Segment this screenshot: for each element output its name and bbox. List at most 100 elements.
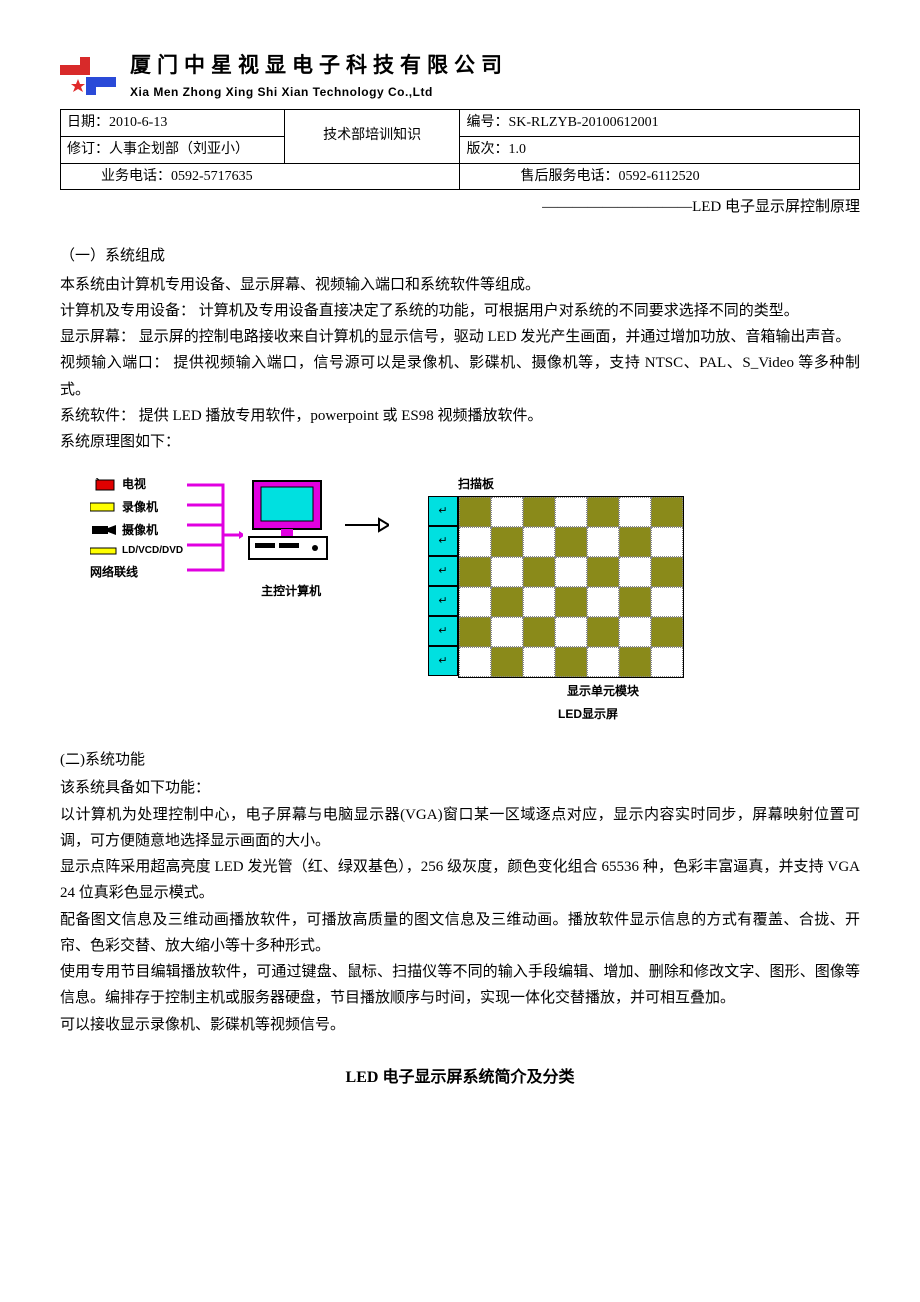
led-module-cell — [587, 497, 619, 527]
led-module-cell — [523, 587, 555, 617]
led-module-cell — [587, 527, 619, 557]
sec1-p1: 本系统由计算机专用设备、显示屏幕、视频输入端口和系统软件等组成。 — [60, 272, 860, 298]
system-diagram: 电视 录像机 摄像机 — [90, 475, 860, 723]
led-module-cell — [555, 617, 587, 647]
company-name-cn: 厦门中星视显电子科技有限公司 — [130, 50, 860, 83]
sec2-p3: 显示点阵采用超高亮度 LED 发光管（红、绿双基色），256 级灰度，颜色变化组… — [60, 854, 860, 907]
doc-info-table: 日期：2010-6-13 技术部培训知识 编号：SK-RLZYB-2010061… — [60, 109, 860, 190]
src-vcr: 录像机 — [90, 498, 183, 517]
sec2-p4: 配备图文信息及三维动画播放软件，可播放高质量的图文信息及三维动画。播放软件显示信… — [60, 907, 860, 960]
led-module-cell — [555, 557, 587, 587]
camera-icon — [90, 523, 118, 537]
led-module-cell — [523, 557, 555, 587]
bracket-lines — [183, 475, 243, 595]
src-disc: LD/VCD/DVD — [90, 543, 183, 559]
date-cell: 日期：2010-6-13 — [61, 110, 285, 137]
date-label: 日期： — [67, 115, 109, 130]
pc-label: 主控计算机 — [243, 582, 339, 601]
tv-icon — [90, 478, 118, 492]
sec1-heading: （一）系统组成 — [60, 243, 860, 269]
unit-label: 显示单元模块 — [458, 682, 748, 701]
docno-value: SK-RLZYB-20100612001 — [508, 115, 658, 130]
computer-icon — [243, 475, 339, 571]
sec1-p4: 视频输入端口： 提供视频输入端口，信号源可以是录像机、影碟机、摄像机等，支持 N… — [60, 350, 860, 403]
led-module-cell — [555, 587, 587, 617]
scan-column: ↵↵↵↵↵↵ — [428, 496, 458, 678]
led-module-cell — [587, 617, 619, 647]
led-module-cell — [651, 497, 683, 527]
section-1: （一）系统组成 本系统由计算机专用设备、显示屏幕、视频输入端口和系统软件等组成。… — [60, 243, 860, 455]
led-module-cell — [651, 587, 683, 617]
scan-cell: ↵ — [428, 496, 458, 526]
sec2-heading: (二)系统功能 — [60, 747, 860, 773]
biz-phone-value: 0592-5717635 — [171, 169, 253, 184]
center-title-cell: 技术部培训知识 — [284, 110, 460, 163]
docno-cell: 编号：SK-RLZYB-20100612001 — [460, 110, 860, 137]
led-module-cell — [523, 647, 555, 677]
scan-label: 扫描板 — [458, 475, 748, 494]
src-disc-label: LD/VCD/DVD — [122, 543, 183, 559]
led-module-cell — [459, 527, 491, 557]
led-module-cell — [491, 557, 523, 587]
led-module-cell — [651, 617, 683, 647]
led-module-cell — [555, 527, 587, 557]
sec1-p6: 系统原理图如下： — [60, 429, 860, 455]
led-checker-grid — [458, 496, 684, 678]
doc-title-line: ——————————LED 电子显示屏控制原理 — [60, 196, 860, 219]
sec2-p1: 该系统具备如下功能： — [60, 775, 860, 801]
led-module-cell — [459, 617, 491, 647]
scan-cell: ↵ — [428, 646, 458, 676]
src-tv: 电视 — [90, 475, 183, 494]
scan-cell: ↵ — [428, 556, 458, 586]
sec2-p5: 使用专用节目编辑播放软件，可通过键盘、鼠标、扫描仪等不同的输入手段编辑、增加、删… — [60, 959, 860, 1012]
company-logo — [60, 57, 116, 95]
led-module-cell — [619, 647, 651, 677]
led-module-cell — [491, 497, 523, 527]
scan-cell: ↵ — [428, 526, 458, 556]
led-module-cell — [587, 557, 619, 587]
diagram-right: 扫描板 ↵↵↵↵↵↵ 显示单元模块 LED显示屏 — [428, 475, 748, 723]
rev-label: 修订： — [67, 142, 109, 157]
screen-label: LED显示屏 — [428, 705, 748, 724]
sec2-p2: 以计算机为处理控制中心，电子屏幕与电脑显示器(VGA)窗口某一区域逐点对应，显示… — [60, 802, 860, 855]
led-module-cell — [555, 647, 587, 677]
src-cam-label: 摄像机 — [122, 521, 158, 540]
biz-phone-label: 业务电话： — [101, 169, 171, 184]
src-net: 网络联线 — [90, 563, 183, 582]
led-module-cell — [619, 497, 651, 527]
led-module-cell — [587, 647, 619, 677]
rev-value: 人事企划部（刘亚小） — [109, 142, 249, 157]
led-module-cell — [651, 557, 683, 587]
led-module-cell — [491, 587, 523, 617]
led-module-cell — [619, 557, 651, 587]
ver-label: 版次： — [466, 142, 508, 157]
led-module-cell — [459, 647, 491, 677]
arrow-to-screen — [345, 515, 389, 543]
led-module-cell — [619, 527, 651, 557]
led-module-cell — [459, 497, 491, 527]
scan-cell: ↵ — [428, 616, 458, 646]
diagram-left: 电视 录像机 摄像机 — [90, 475, 400, 600]
led-module-cell — [491, 617, 523, 647]
date-value: 2010-6-13 — [109, 115, 167, 130]
ver-cell: 版次：1.0 — [460, 136, 860, 163]
scan-cell: ↵ — [428, 586, 458, 616]
led-module-cell — [491, 647, 523, 677]
sec1-p2: 计算机及专用设备： 计算机及专用设备直接决定了系统的功能，可根据用户对系统的不同… — [60, 298, 860, 324]
rev-cell: 修订：人事企划部（刘亚小） — [61, 136, 285, 163]
led-module-cell — [651, 527, 683, 557]
led-module-cell — [587, 587, 619, 617]
src-cam: 摄像机 — [90, 521, 183, 540]
svc-phone-value: 0592-6112520 — [618, 169, 699, 184]
pc-block: 主控计算机 — [243, 475, 339, 600]
docno-label: 编号： — [466, 115, 508, 130]
biz-phone-cell: 业务电话：0592-5717635 — [61, 163, 460, 190]
svc-phone-label: 售后服务电话： — [520, 169, 618, 184]
disc-icon — [90, 544, 118, 558]
src-net-label: 网络联线 — [90, 563, 138, 582]
led-module-cell — [459, 587, 491, 617]
svc-phone-cell: 售后服务电话：0592-6112520 — [460, 163, 860, 190]
sec1-p3: 显示屏幕： 显示屏的控制电路接收来自计算机的显示信号，驱动 LED 发光产生画面… — [60, 324, 860, 350]
led-module-cell — [523, 527, 555, 557]
led-module-cell — [619, 617, 651, 647]
